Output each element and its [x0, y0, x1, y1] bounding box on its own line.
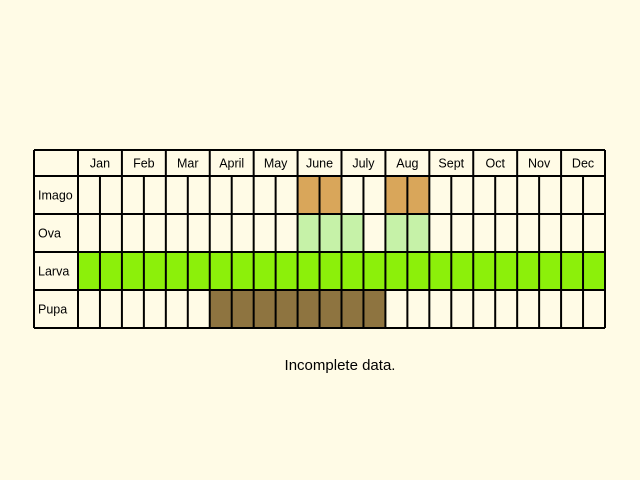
month-label-july: July: [352, 157, 375, 171]
cell-larva-4: [143, 252, 166, 290]
cell-ova-11: [297, 214, 320, 252]
month-label-june: June: [306, 157, 333, 171]
caption-text: Incomplete data.: [284, 357, 396, 374]
cell-ova-15: [385, 214, 408, 252]
cell-larva-6: [187, 252, 210, 290]
cell-larva-15: [385, 252, 408, 290]
cell-ova-13: [341, 214, 364, 252]
cell-larva-22: [539, 252, 562, 290]
cell-larva-20: [495, 252, 518, 290]
cell-imago-11: [297, 176, 320, 214]
cell-larva-13: [341, 252, 364, 290]
cell-larva-16: [407, 252, 430, 290]
cell-larva-19: [473, 252, 496, 290]
cell-larva-8: [231, 252, 254, 290]
month-label-sept: Sept: [438, 157, 464, 171]
month-label-april: April: [219, 157, 244, 171]
cell-pupa-11: [297, 290, 320, 328]
cell-larva-3: [121, 252, 144, 290]
cell-imago-16: [407, 176, 430, 214]
month-label-may: May: [264, 157, 288, 171]
month-label-aug: Aug: [396, 157, 418, 171]
cell-pupa-7: [209, 290, 232, 328]
cell-pupa-9: [253, 290, 276, 328]
cell-ova-12: [319, 214, 342, 252]
cell-pupa-8: [231, 290, 254, 328]
month-label-mar: Mar: [177, 157, 199, 171]
stage-label-larva: Larva: [38, 265, 69, 279]
cell-larva-10: [275, 252, 298, 290]
cell-pupa-10: [275, 290, 298, 328]
cell-larva-2: [99, 252, 122, 290]
cell-imago-12: [319, 176, 342, 214]
cell-larva-11: [297, 252, 320, 290]
cell-larva-24: [583, 252, 605, 290]
cell-larva-23: [561, 252, 584, 290]
stage-label-pupa: Pupa: [38, 303, 67, 317]
cell-pupa-14: [363, 290, 386, 328]
month-label-oct: Oct: [485, 157, 505, 171]
cell-pupa-13: [341, 290, 364, 328]
month-label-nov: Nov: [528, 157, 551, 171]
stage-label-imago: Imago: [38, 189, 73, 203]
cell-larva-17: [429, 252, 452, 290]
cell-larva-18: [451, 252, 474, 290]
cell-larva-12: [319, 252, 342, 290]
month-label-feb: Feb: [133, 157, 155, 171]
cell-larva-7: [209, 252, 232, 290]
cell-larva-9: [253, 252, 276, 290]
cell-larva-1: [78, 252, 100, 290]
cell-larva-21: [517, 252, 540, 290]
cell-ova-16: [407, 214, 430, 252]
cell-larva-14: [363, 252, 386, 290]
cell-imago-15: [385, 176, 408, 214]
month-label-jan: Jan: [90, 157, 110, 171]
month-label-dec: Dec: [572, 157, 594, 171]
cell-pupa-12: [319, 290, 342, 328]
cell-larva-5: [165, 252, 188, 290]
stage-label-ova: Ova: [38, 227, 61, 241]
